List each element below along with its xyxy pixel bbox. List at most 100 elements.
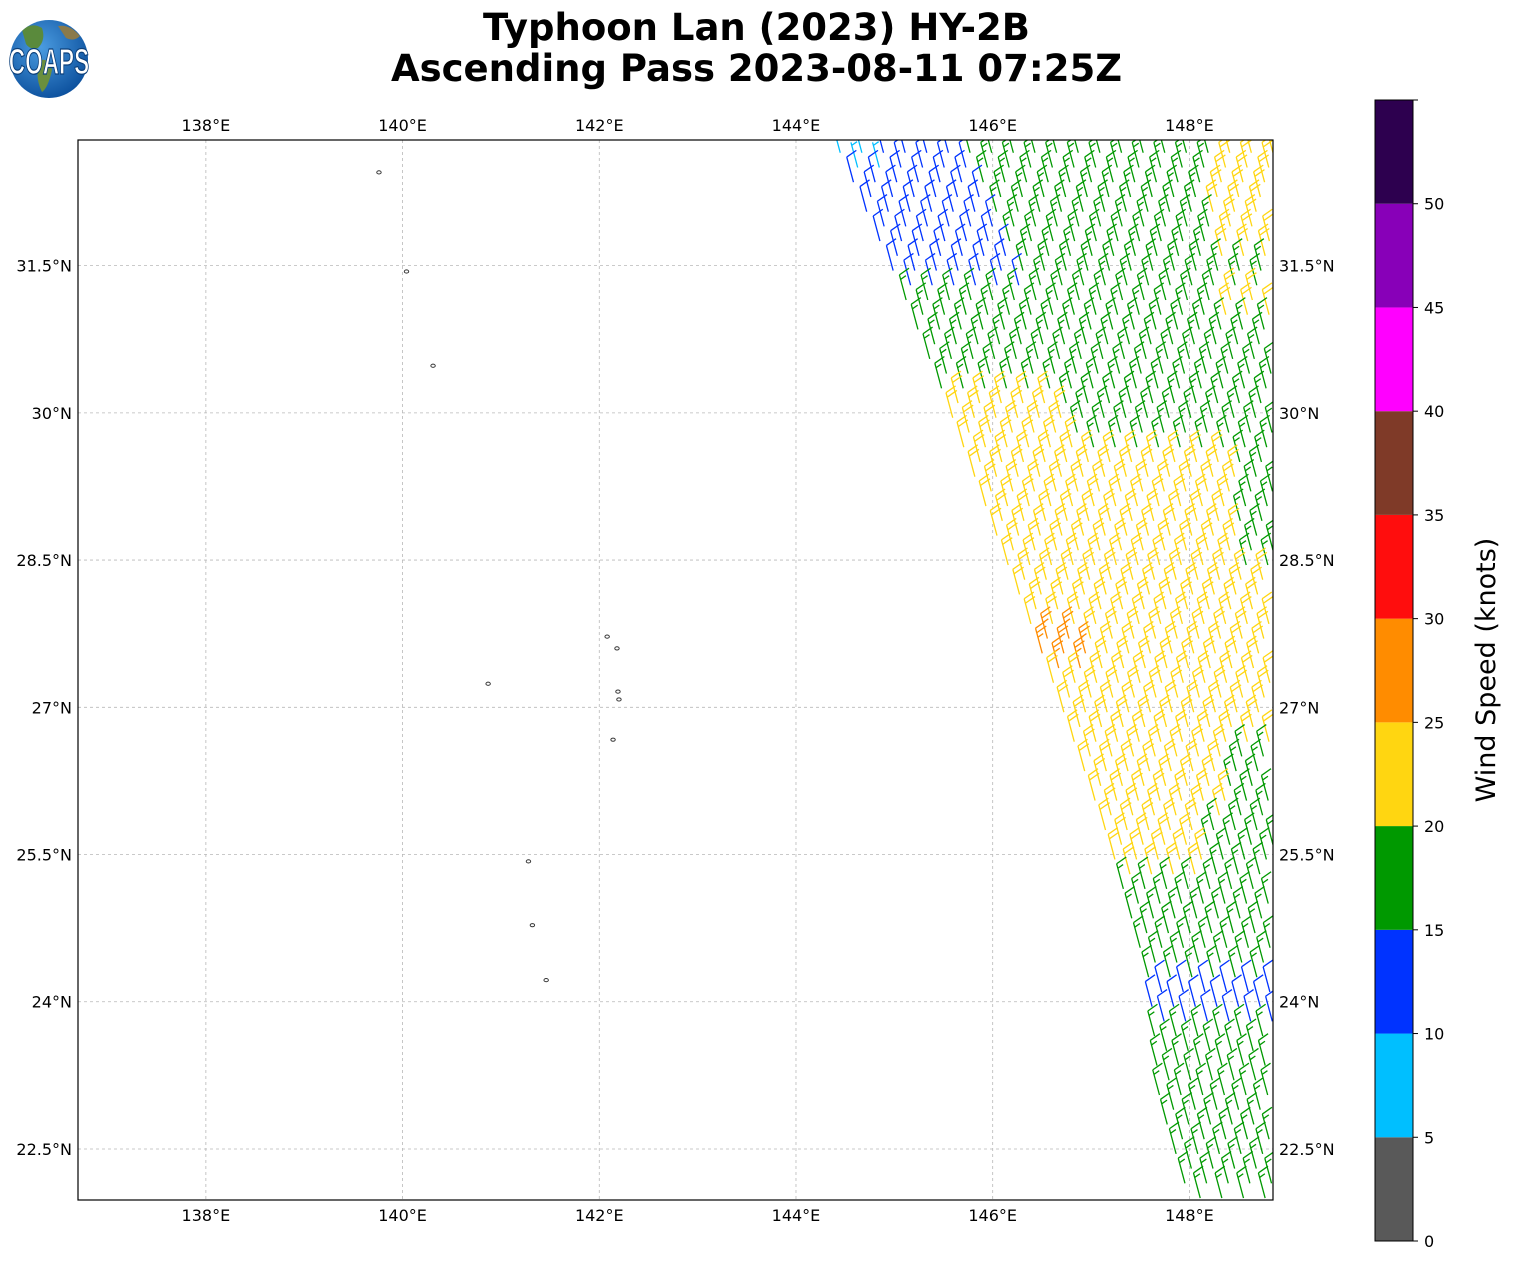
wind-barb [1120, 562, 1133, 595]
wind-barb [1154, 915, 1166, 948]
wind-barb [1226, 385, 1238, 418]
wind-barb [1222, 517, 1235, 551]
wind-barb [1233, 1121, 1245, 1155]
lat-tick-label-right: 31.5°N [1279, 257, 1335, 276]
wind-barb [1225, 326, 1236, 360]
wind-barb [1245, 694, 1258, 728]
wind-barb [1212, 1121, 1223, 1155]
wind-barb [1066, 591, 1079, 625]
wind-barb [1079, 164, 1091, 198]
wind-barb [982, 341, 993, 374]
wind-barb [876, 194, 888, 227]
wind-barb [1200, 517, 1213, 551]
wind-barb [1191, 665, 1204, 698]
lat-tick-label-right: 24°N [1279, 993, 1319, 1012]
wind-barb [1141, 503, 1153, 536]
wind-barb [1238, 473, 1249, 507]
wind-barb [1210, 370, 1221, 404]
island-outline [615, 689, 621, 694]
wind-barb [1245, 1018, 1257, 1051]
wind-barb [1070, 459, 1083, 492]
wind-barb [1154, 650, 1167, 683]
wind-barb [1066, 282, 1078, 315]
wind-barb [1037, 370, 1050, 404]
wind-barb [948, 311, 960, 345]
wind-barb [1107, 355, 1118, 389]
wind-barb [1202, 635, 1215, 669]
wind-barb [1167, 885, 1179, 919]
wind-barb [1093, 194, 1104, 227]
wind-barb [1171, 223, 1182, 256]
wind-barb [1206, 562, 1219, 595]
wind-barb [1202, 694, 1215, 728]
wind-barb [1257, 1033, 1269, 1066]
wind-barb [1206, 944, 1217, 978]
wind-barb [1123, 238, 1135, 271]
wind-barb [1228, 562, 1241, 595]
wind-barb [1228, 738, 1240, 772]
wind-barb [1201, 576, 1214, 610]
wind-barb [944, 326, 955, 360]
wind-barb [1046, 650, 1058, 683]
wind-barb [1227, 252, 1239, 286]
wind-barb [1010, 385, 1023, 418]
colorbar-frame [1374, 99, 1414, 1242]
wind-barb [967, 179, 979, 212]
wind-barb [1092, 459, 1104, 492]
wind-barb [1212, 1003, 1223, 1037]
wind-barb [1201, 753, 1214, 786]
wind-barb [963, 194, 974, 227]
wind-barb [1233, 782, 1245, 816]
wind-barb [1233, 547, 1246, 580]
wind-barb [1064, 355, 1075, 389]
wind-barb [1114, 194, 1126, 227]
wind-barb [1224, 635, 1237, 669]
wind-barb [1257, 223, 1270, 256]
island-outline [376, 170, 382, 175]
wind-barb [1170, 149, 1182, 183]
wind-barb [871, 141, 880, 168]
wind-barb [1261, 282, 1273, 315]
wind-barb [1067, 208, 1078, 242]
wind-barb [1211, 488, 1224, 521]
wind-barb [963, 267, 975, 301]
wind-barb [1180, 267, 1191, 301]
wind-barb [1000, 532, 1013, 566]
wind-barb [1237, 355, 1248, 389]
lat-tick-label-left: 25.5°N [16, 846, 72, 865]
wind-barb [924, 252, 936, 286]
wind-barb [920, 194, 931, 227]
wind-barb [1123, 370, 1135, 404]
wind-barb [1212, 724, 1225, 757]
wind-barb [1076, 252, 1087, 286]
wind-barb [997, 297, 1008, 330]
wind-barb [1062, 297, 1073, 330]
wind-barb [1021, 414, 1034, 448]
wind-barb [1045, 140, 1054, 168]
wind-barb [1173, 1062, 1185, 1096]
wind-barb [1153, 709, 1166, 742]
wind-barb [1148, 606, 1161, 639]
wind-barb [1213, 665, 1226, 698]
wind-barb [1253, 238, 1265, 271]
wind-barb [1159, 1092, 1171, 1125]
wind-barb [1245, 856, 1257, 890]
wind-barb [1107, 827, 1120, 860]
wind-barb [1169, 606, 1182, 639]
colorbar-bin [1375, 203, 1413, 308]
wind-barb [1197, 959, 1209, 993]
wind-barb [1148, 297, 1160, 330]
wind-barb [1054, 444, 1066, 477]
wind-barb [1218, 709, 1231, 742]
wind-barb [1224, 856, 1235, 890]
wind-barb [946, 252, 958, 286]
wind-barb [1260, 532, 1272, 566]
wind-barb [1240, 650, 1253, 683]
wind-barb [1019, 149, 1030, 183]
wind-barb [1097, 444, 1110, 477]
wind-barb [1140, 385, 1151, 418]
lon-tick-label-top: 146°E [968, 116, 1017, 135]
wind-barb [993, 164, 1004, 198]
wind-barb [898, 194, 910, 227]
wind-barb [889, 149, 900, 183]
